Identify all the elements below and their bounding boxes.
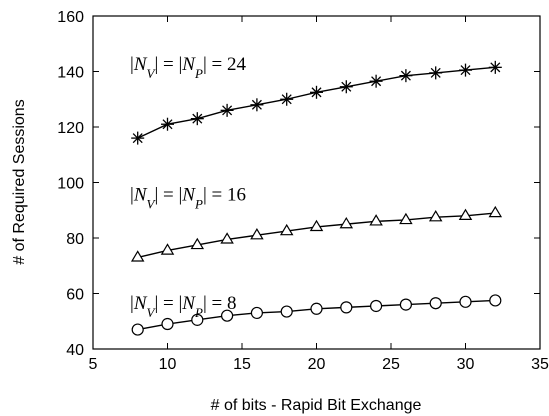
star-marker	[488, 60, 502, 74]
x-tick-label: 25	[382, 356, 400, 373]
triangle-marker	[250, 228, 264, 240]
star-stroke	[311, 87, 322, 98]
star-stroke	[162, 119, 173, 130]
circle-marker	[131, 323, 144, 336]
star-marker	[161, 117, 174, 131]
star-stroke	[341, 81, 352, 92]
star-stroke	[371, 76, 382, 87]
series-annotation: |NV| = |NP| = 8	[130, 293, 236, 320]
triangle-marker	[160, 243, 175, 255]
star-marker	[280, 92, 294, 106]
star-marker	[369, 74, 383, 88]
circle-marker	[340, 301, 353, 314]
x-tick-label: 5	[89, 356, 98, 373]
circle-marker	[221, 309, 234, 322]
y-tick-label: 120	[57, 120, 84, 137]
star-marker	[429, 66, 443, 80]
star-stroke	[460, 65, 471, 76]
triangle-marker	[190, 237, 205, 250]
series-annotation: |NV| = |NP| = 24	[130, 54, 246, 81]
circle-marker	[370, 299, 383, 313]
circle-marker	[489, 294, 502, 307]
star-marker	[131, 131, 145, 145]
star-stroke	[490, 62, 501, 73]
star-marker	[310, 85, 323, 99]
x-tick-label: 15	[233, 356, 251, 373]
star-marker	[190, 112, 204, 126]
triangle-marker	[130, 250, 145, 262]
circle-marker	[161, 317, 174, 331]
triangle-marker	[369, 214, 383, 226]
circle-marker	[310, 302, 323, 315]
circle-marker	[429, 297, 442, 310]
triangle-marker	[279, 223, 294, 236]
star-marker	[399, 69, 413, 83]
star-stroke	[132, 133, 143, 144]
series-group	[130, 60, 503, 336]
y-axis-label: # of Required Sessions	[11, 99, 28, 264]
star-marker	[339, 80, 353, 94]
triangle-marker	[488, 205, 503, 218]
triangle-marker	[428, 210, 443, 222]
star-marker	[459, 63, 472, 77]
series-annotation: |NV| = |NP| = 16	[130, 185, 246, 212]
y-tick-label: 60	[66, 287, 84, 304]
circle-marker	[250, 306, 263, 320]
triangle-marker	[220, 232, 234, 244]
star-stroke	[281, 94, 292, 105]
y-tick-label: 40	[66, 342, 84, 359]
triangle-marker	[309, 219, 324, 232]
x-tick-label: 10	[159, 356, 177, 373]
x-tick-label: 20	[308, 356, 326, 373]
triangle-marker	[399, 212, 413, 225]
star-stroke	[222, 105, 233, 116]
star-stroke	[430, 67, 441, 78]
y-tick-label: 160	[57, 9, 84, 26]
circle-marker	[280, 305, 293, 318]
circle-marker	[399, 298, 412, 311]
star-stroke	[192, 113, 203, 124]
star-stroke	[400, 70, 411, 81]
y-tick-label: 100	[57, 176, 84, 193]
ticks-group: 5 10 15 20 25 30 35 40 60 80 100 120 140 160	[57, 9, 549, 373]
circle-marker	[191, 313, 204, 326]
triangle-marker	[458, 208, 473, 220]
star-stroke	[251, 99, 262, 110]
circle-marker	[459, 295, 472, 308]
star-marker	[250, 98, 264, 112]
y-tick-label: 80	[66, 231, 84, 248]
x-tick-label: 30	[457, 356, 475, 373]
annotations-group: |NV| = |NP| = 24 |NV| = |NP| = 16 |NV| = |…	[130, 54, 246, 319]
x-axis-label: # of bits - Rapid Bit Exchange	[211, 397, 422, 414]
x-tick-label: 35	[531, 356, 549, 373]
triangle-marker	[339, 216, 354, 229]
star-marker	[220, 103, 234, 117]
y-tick-label: 140	[57, 65, 84, 82]
series-line-star	[137, 66, 496, 139]
series-line-triangle	[137, 212, 496, 259]
